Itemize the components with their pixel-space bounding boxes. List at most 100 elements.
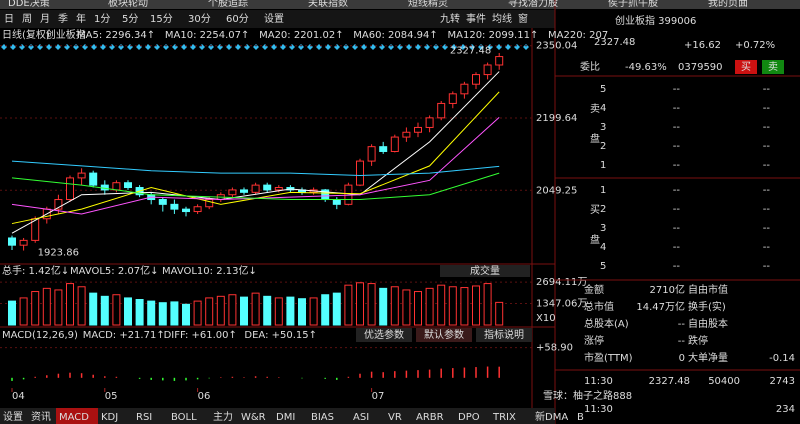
candle-body	[19, 239, 28, 246]
candle-body	[182, 208, 190, 213]
period-button[interactable]: 30分	[188, 13, 211, 25]
order-cell: --	[673, 160, 681, 171]
macd-legend: MACD(12,26,9)	[2, 330, 78, 341]
period-button[interactable]: 15分	[150, 13, 173, 25]
marker	[343, 44, 349, 50]
toolbar	[0, 10, 555, 28]
buy-button-bg[interactable]	[762, 60, 784, 74]
candle-body	[437, 102, 446, 119]
order-cell: --	[673, 122, 681, 133]
candle-body	[414, 126, 422, 133]
bottom-tab[interactable]: DMI	[276, 412, 295, 423]
bottom-tab[interactable]: ARBR	[416, 412, 444, 423]
ma-legend: MA10: 2254.07↑	[165, 30, 249, 41]
top-tab[interactable]: 个股追踪	[208, 0, 248, 9]
top-tab[interactable]: 短线精灵	[408, 0, 448, 9]
date-label: 06	[198, 391, 211, 402]
bottom-tab[interactable]: ASI	[353, 412, 369, 423]
bottom-tab[interactable]: 主力	[213, 410, 233, 423]
volume-bar	[193, 300, 202, 326]
bottom-tab[interactable]: TRIX	[492, 412, 516, 423]
macd-button[interactable]: 默认参数	[424, 328, 464, 341]
tool-button[interactable]: 窗	[518, 12, 528, 25]
bottom-tab[interactable]: KDJ	[101, 412, 118, 423]
bottom-tab[interactable]: RSI	[136, 412, 152, 423]
bottom-tab[interactable]: VR	[388, 412, 402, 423]
marker	[298, 44, 304, 50]
trade-cell: 11:30	[584, 376, 613, 387]
stat-cell: 金额	[584, 283, 604, 296]
quote-name: 创业板指 399006	[615, 14, 696, 27]
buy-button[interactable]: 买	[741, 61, 751, 73]
stat-cell: 涨停	[584, 334, 604, 347]
top-tab[interactable]: 侯子抓牛股	[608, 0, 658, 9]
candle-body	[170, 203, 179, 210]
top-tab[interactable]: 板块轮动	[108, 0, 148, 9]
order-cell: --	[673, 242, 681, 253]
bottom-tab[interactable]: B	[577, 412, 584, 423]
macd-button-bg[interactable]	[356, 328, 412, 342]
ma-legend: MA220: 207	[548, 30, 608, 41]
marker	[118, 44, 124, 50]
ratio: -49.63%	[625, 62, 667, 73]
volume-legend: 总手: 1.42亿↓	[2, 264, 69, 277]
quote-change: +16.62	[684, 40, 721, 51]
volume-bar	[263, 295, 272, 326]
order-cell: 1	[600, 160, 606, 171]
tool-button[interactable]: 事件	[466, 12, 486, 25]
top-tab[interactable]: 关联指数	[308, 0, 348, 9]
period-button[interactable]: 1分	[94, 13, 110, 25]
order-cell: 4	[600, 242, 606, 253]
period-button[interactable]: 60分	[226, 13, 249, 25]
period-button[interactable]: 周	[22, 13, 32, 25]
sell-button-bg[interactable]	[735, 60, 757, 74]
bottom-tab[interactable]: 资讯	[31, 411, 51, 423]
macd-button[interactable]: 优选参数	[364, 328, 404, 341]
period-button[interactable]: 5分	[122, 13, 138, 25]
ma-legend: MA120: 2099.11↑	[448, 30, 539, 41]
bottom-tab[interactable]: 新DMA	[535, 410, 568, 423]
macd-button[interactable]: 指标说明	[484, 328, 524, 341]
marker	[208, 44, 214, 50]
volume-bar	[124, 297, 132, 326]
bottom-tab[interactable]: 设置	[3, 411, 23, 423]
ma-legend: 日线(复权)	[2, 28, 50, 41]
period-button[interactable]: 季	[58, 13, 68, 25]
period-button[interactable]: 月	[40, 13, 50, 25]
y-tick-label: 2350.04	[536, 41, 577, 52]
ma-legend: 创业板指	[46, 28, 86, 41]
order-cell: --	[763, 141, 771, 152]
top-tab[interactable]: DDE决策	[8, 0, 50, 9]
order-cell: --	[763, 103, 771, 114]
period-button[interactable]: 设置	[264, 13, 284, 25]
top-tab[interactable]: 寻找潜力股	[508, 0, 558, 9]
order-cell: --	[673, 84, 681, 95]
volume-bar	[89, 292, 98, 326]
macd-button-bg[interactable]	[416, 328, 472, 342]
y-tick-label: +58.90	[536, 343, 573, 354]
bottom-tab[interactable]: BOLL	[171, 412, 197, 423]
active-tab[interactable]	[56, 408, 98, 424]
macd-button-bg[interactable]	[476, 328, 532, 342]
bottom-tab[interactable]: W&R	[241, 412, 266, 423]
period-button[interactable]: 年	[76, 12, 86, 25]
macd-legend: DEA: +50.15↑	[244, 330, 317, 341]
y-tick-label: 1347.06万	[536, 299, 587, 310]
bottom-tab[interactable]: DPO	[458, 412, 480, 423]
volume-bar	[8, 300, 16, 326]
y-tick-label: 2049.25	[536, 185, 577, 196]
top-tab[interactable]: 我的页面	[708, 0, 748, 9]
date-label: 04	[12, 391, 25, 402]
bottom-tab[interactable]: MACD	[59, 412, 89, 423]
tool-button[interactable]: 九转	[440, 12, 460, 25]
bottom-tab[interactable]: BIAS	[311, 412, 334, 423]
sell-button[interactable]: 卖	[768, 61, 778, 73]
volume-legend: MAVOL10: 2.13亿↓	[162, 264, 257, 277]
order-cell: 5	[600, 84, 606, 95]
trade-cell: 234	[776, 404, 795, 415]
marker	[388, 44, 394, 50]
period-button[interactable]: 日	[4, 14, 14, 25]
tool-button[interactable]: 均线	[492, 12, 512, 25]
